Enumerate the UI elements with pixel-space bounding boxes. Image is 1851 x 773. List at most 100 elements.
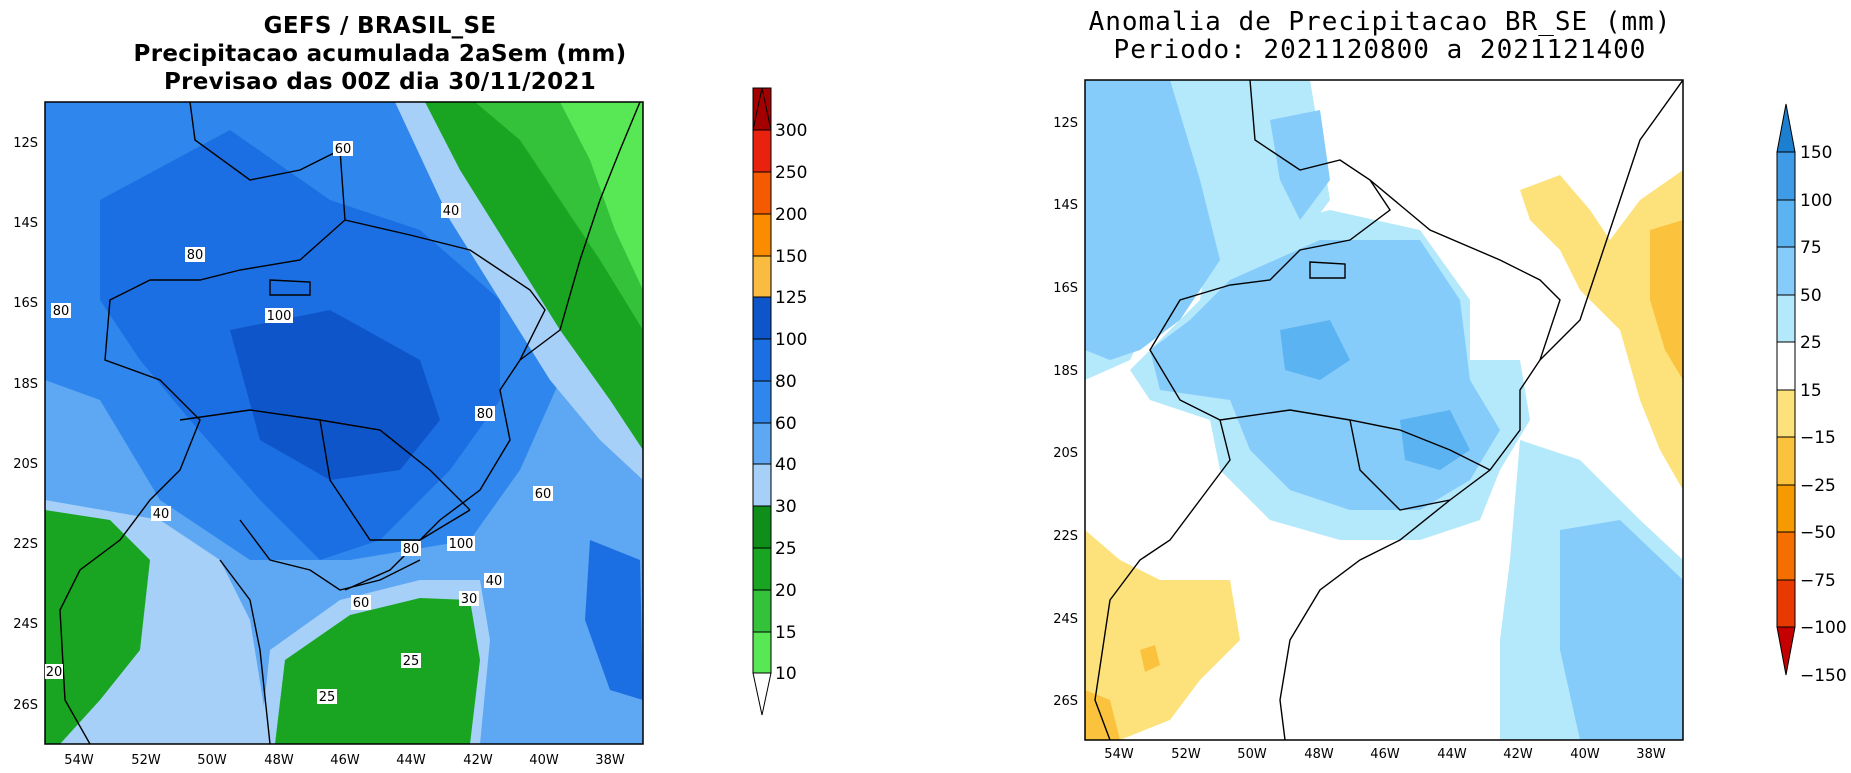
forecast-panel: GEFS / BRASIL_SE Precipitacao acumulada … bbox=[0, 0, 830, 773]
contour-label: 60 bbox=[535, 487, 552, 502]
contour-labels: 60 40 80 80 100 80 60 40 80 100 40 30 60… bbox=[45, 141, 553, 705]
state-borders bbox=[1094, 80, 1683, 740]
y-tick: 18S bbox=[1053, 364, 1078, 379]
colorbar-label: 100 bbox=[775, 330, 807, 350]
y-tick: 12S bbox=[1053, 116, 1078, 131]
colorbar-label: 15 bbox=[1800, 381, 1822, 401]
colorbar-label: 50 bbox=[1800, 286, 1822, 306]
y-tick: 26S bbox=[13, 698, 38, 713]
contour-label: 100 bbox=[449, 537, 474, 552]
x-tick: 44W bbox=[1437, 747, 1467, 762]
y-tick: 18S bbox=[13, 377, 38, 392]
contour-label: 80 bbox=[403, 542, 420, 557]
colorbar-label: 100 bbox=[1800, 191, 1832, 211]
x-tick: 42W bbox=[463, 753, 493, 768]
x-tick: 52W bbox=[1171, 747, 1201, 762]
y-tick: 24S bbox=[1053, 612, 1078, 627]
colorbar-label: 250 bbox=[775, 163, 807, 183]
colorbar-bottom-arrow bbox=[1776, 626, 1796, 676]
y-tick: 16S bbox=[13, 296, 38, 311]
anomaly-50-75-blob bbox=[1280, 320, 1350, 380]
x-tick: 50W bbox=[1237, 747, 1267, 762]
precip-100-region bbox=[230, 310, 440, 480]
colorbar-label: 30 bbox=[775, 497, 797, 517]
contour-label: 30 bbox=[461, 592, 478, 607]
anomaly-title: Anomalia de Precipitacao BR_SE (mm) Peri… bbox=[1000, 8, 1760, 64]
state-borders bbox=[59, 102, 641, 744]
y-tick: 12S bbox=[13, 136, 38, 151]
y-axis-ticks: 12S 14S 16S 18S 20S 22S 24S 26S bbox=[13, 136, 38, 713]
contour-label: 80 bbox=[477, 407, 494, 422]
anomaly-25-50-west bbox=[1085, 80, 1220, 360]
x-tick: 54W bbox=[64, 753, 94, 768]
contour-label: 60 bbox=[335, 142, 352, 157]
x-tick: 48W bbox=[264, 753, 294, 768]
colorbar-label: 80 bbox=[775, 372, 797, 392]
anomaly-title-line-1: Anomalia de Precipitacao BR_SE (mm) bbox=[1088, 7, 1672, 37]
colorbar-label: −150 bbox=[1800, 666, 1847, 686]
precip-20-25-ocean-south bbox=[275, 598, 480, 744]
y-axis-ticks: 12S 14S 16S 18S 20S 22S 24S 26S bbox=[1053, 116, 1078, 709]
anomaly-neg25-neg50-southwest bbox=[1085, 690, 1120, 740]
anomaly-colorbar-labels: 150 100 75 50 25 15 −15 −25 −50 −75 −100… bbox=[1800, 143, 1847, 686]
colorbar-label: 10 bbox=[775, 664, 797, 684]
colorbar-label: 125 bbox=[775, 288, 807, 308]
contour-label: 20 bbox=[46, 665, 63, 680]
x-tick: 50W bbox=[197, 753, 227, 768]
precip-80-east-patch bbox=[585, 540, 643, 700]
anomaly-colorbar bbox=[1776, 103, 1796, 676]
colorbar-top-arrow bbox=[1776, 103, 1796, 153]
y-tick: 14S bbox=[13, 216, 38, 231]
colorbar-bottom-arrow bbox=[752, 672, 772, 716]
colorbar-label: 75 bbox=[1800, 238, 1822, 258]
colorbar-label: −100 bbox=[1800, 618, 1847, 638]
forecast-title-line-2: Precipitacao acumulada 2aSem (mm) bbox=[133, 41, 627, 67]
forecast-title: GEFS / BRASIL_SE Precipitacao acumulada … bbox=[0, 12, 760, 96]
colorbar-label: −15 bbox=[1800, 428, 1836, 448]
y-tick: 20S bbox=[1053, 446, 1078, 461]
precip-10-15-coast bbox=[560, 102, 643, 290]
colorbar-label: 25 bbox=[1800, 333, 1822, 353]
y-tick: 22S bbox=[13, 537, 38, 552]
anomaly-neg15-neg25-east bbox=[1520, 170, 1683, 490]
y-tick: 20S bbox=[13, 457, 38, 472]
contour-label: 40 bbox=[486, 574, 503, 589]
anomaly-panel: 12S 14S 16S 18S 20S 22S 24S 26S 54W 52W … bbox=[1000, 0, 1851, 773]
colorbar-label: 200 bbox=[775, 205, 807, 225]
contour-label: 40 bbox=[443, 204, 460, 219]
x-tick: 54W bbox=[1104, 747, 1134, 762]
y-tick: 14S bbox=[1053, 198, 1078, 213]
contour-label: 40 bbox=[153, 507, 170, 522]
forecast-colorbar bbox=[752, 87, 772, 716]
y-tick: 24S bbox=[13, 617, 38, 632]
colorbar-label: 300 bbox=[775, 121, 807, 141]
contour-label: 100 bbox=[267, 309, 292, 324]
colorbar-label: 25 bbox=[775, 539, 797, 559]
colorbar-label: 150 bbox=[775, 247, 807, 267]
x-tick: 42W bbox=[1503, 747, 1533, 762]
contour-label: 25 bbox=[403, 654, 420, 669]
colorbar-label: −25 bbox=[1800, 476, 1836, 496]
forecast-colorbar-labels: 300 250 200 150 125 100 80 60 40 30 25 2… bbox=[775, 121, 807, 684]
forecast-title-line-1: GEFS / BRASIL_SE bbox=[263, 13, 497, 39]
anomaly-50-75-blob bbox=[1400, 410, 1470, 470]
precip-20-25-southwest bbox=[45, 510, 150, 744]
colorbar-label: 20 bbox=[775, 581, 797, 601]
map-frame bbox=[44, 101, 644, 745]
anomaly-25-50-north bbox=[1270, 110, 1330, 220]
forecast-title-line-3: Previsao das 00Z dia 30/11/2021 bbox=[163, 69, 597, 95]
colorbar-label: 15 bbox=[775, 623, 797, 643]
contour-label: 25 bbox=[319, 690, 336, 705]
anomaly-neg25-neg50-spot bbox=[1140, 645, 1160, 672]
anomaly-map: 12S 14S 16S 18S 20S 22S 24S 26S 54W 52W … bbox=[1053, 79, 1847, 762]
map-frame bbox=[1084, 79, 1684, 741]
x-tick: 48W bbox=[1304, 747, 1334, 762]
precip-30-40-coast bbox=[395, 102, 643, 480]
x-tick: 44W bbox=[396, 753, 426, 768]
x-tick: 38W bbox=[595, 753, 625, 768]
anomaly-title-line-2: Periodo: 2021120800 a 2021121400 bbox=[1113, 35, 1647, 65]
x-tick: 40W bbox=[529, 753, 559, 768]
contour-label: 60 bbox=[353, 596, 370, 611]
x-tick: 46W bbox=[1370, 747, 1400, 762]
contour-label: 80 bbox=[53, 304, 70, 319]
